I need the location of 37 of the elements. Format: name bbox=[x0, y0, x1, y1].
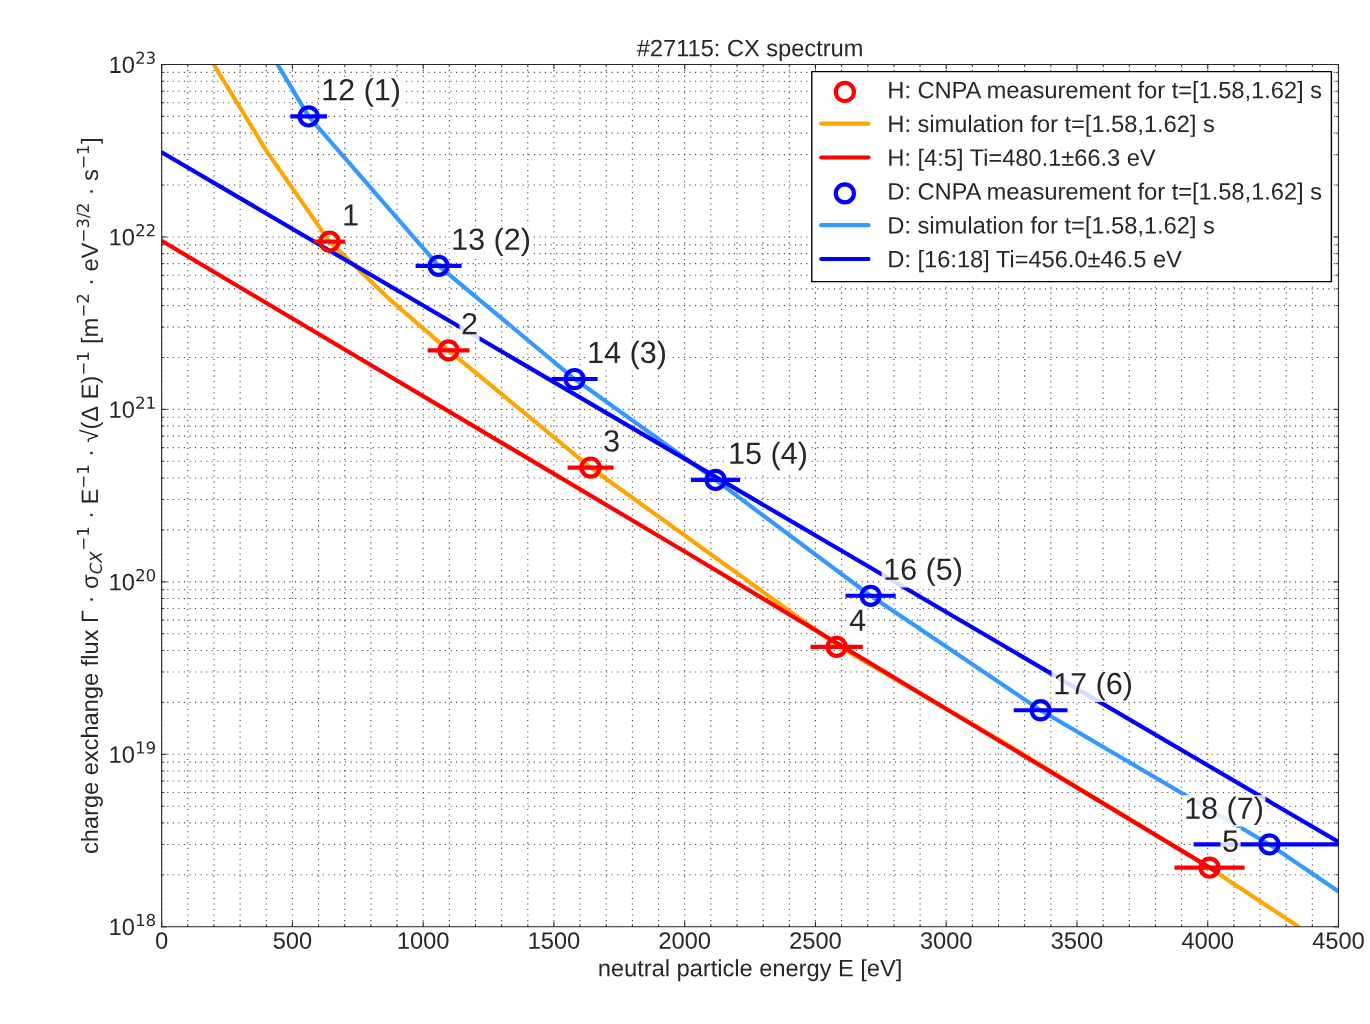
annotation: 15 (4) bbox=[730, 441, 806, 471]
y-tick-label: 10$^{22}$ bbox=[110, 224, 155, 246]
annotation: 4 bbox=[849, 609, 866, 631]
x-tick-label: 3000 bbox=[920, 932, 972, 949]
annotation: 17 (6) bbox=[1055, 672, 1132, 701]
legend-label: D: simulation for t=[1.58,1.62] s bbox=[889, 216, 1214, 239]
x-axis-title: neutral particle energy E [eV] bbox=[599, 959, 901, 982]
annotation: 14 (3) bbox=[589, 340, 666, 370]
y-tick-label: 10$^{20}$ bbox=[110, 568, 156, 591]
x-tick-label: 0 bbox=[156, 932, 168, 949]
y-tick-label: 10$^{19}$ bbox=[110, 741, 155, 763]
annotation: 2 bbox=[462, 312, 477, 335]
legend-label: H: CNPA measurement for t=[1.58,1.62] s bbox=[889, 81, 1322, 104]
y-tick-label: 10$^{23}$ bbox=[110, 51, 155, 74]
legend-label: D: [16:18] Ti=456.0±46.5 eV bbox=[889, 250, 1182, 273]
y-tick-label: 10$^{18}$ bbox=[110, 913, 156, 936]
text: charge exchange flux Γ · σ$_{CX}$$^{−1}$ · E$^{−1}$ · √(Δ E)$^{−1}$ [m$^{−2}$ · eV$^{−3/2}$ · s$^{−1}$] bbox=[76, 139, 103, 854]
annotation: 13 (2) bbox=[453, 227, 530, 257]
annotation: 1 bbox=[344, 204, 358, 226]
annotation: 16 (5) bbox=[885, 557, 962, 587]
legend-label: D: CNPA measurement for t=[1.58,1.62] s bbox=[889, 182, 1322, 205]
y-tick-label: 10$^{21}$ bbox=[110, 396, 155, 418]
x-tick-label: 2500 bbox=[790, 932, 841, 949]
x-tick-label: 4500 bbox=[1312, 932, 1364, 949]
annotation: 5 bbox=[1223, 830, 1238, 852]
legend-label: H: simulation for t=[1.58,1.62] s bbox=[889, 114, 1214, 137]
annotation: 12 (1) bbox=[323, 78, 400, 107]
legend-label: H: [4:5] Ti=480.1±66.3 eV bbox=[889, 148, 1156, 171]
x-tick-label: 1500 bbox=[529, 932, 580, 949]
annotation: 3 bbox=[604, 430, 619, 452]
x-tick-label: 2000 bbox=[659, 932, 711, 949]
chart-title: #27115: CX spectrum bbox=[636, 39, 862, 62]
x-tick-label: 500 bbox=[273, 932, 312, 949]
x-tick-label: 3500 bbox=[1051, 932, 1103, 949]
x-tick-label: 4000 bbox=[1182, 932, 1234, 949]
x-tick-label: 1000 bbox=[398, 932, 449, 949]
annotation: 18 (7) bbox=[1186, 796, 1263, 825]
